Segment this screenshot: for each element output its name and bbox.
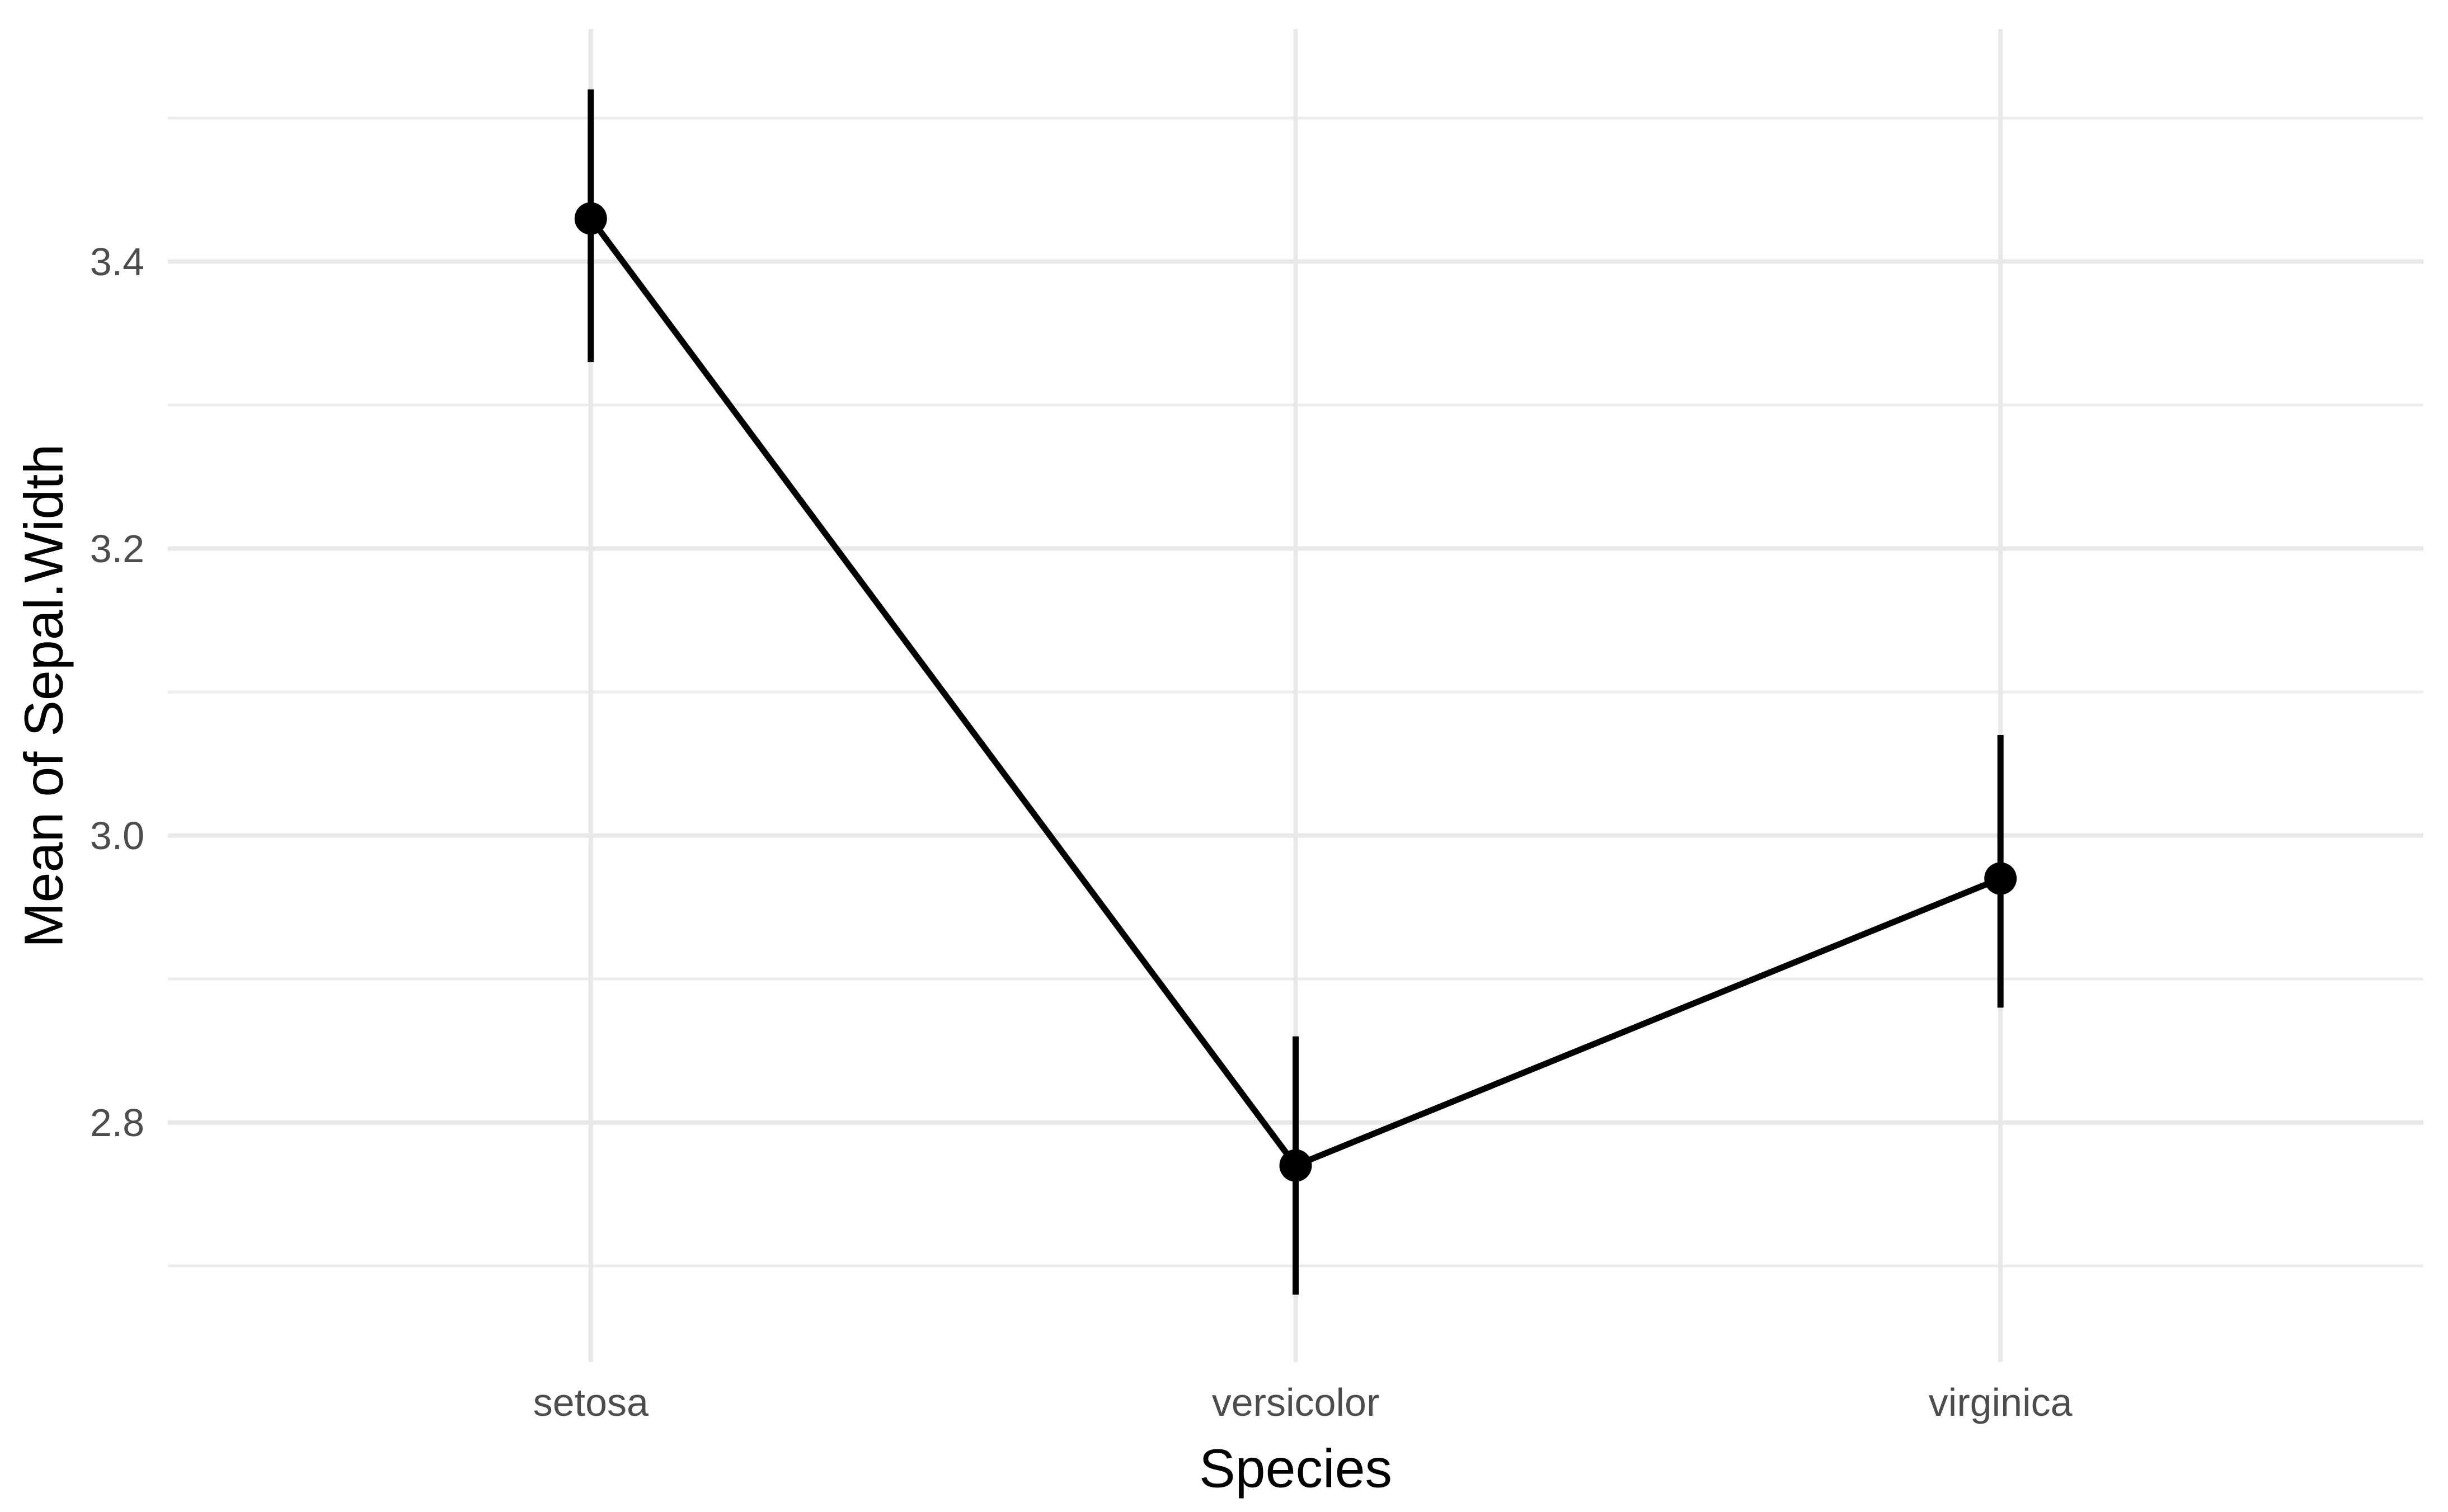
y-tick-label: 3.0	[90, 813, 144, 858]
y-tick-label: 2.8	[90, 1100, 144, 1144]
data-point	[1279, 1149, 1312, 1182]
x-tick-label: virginica	[1928, 1381, 2073, 1424]
y-tick-label: 3.4	[90, 239, 144, 284]
x-axis-title: Species	[1199, 1438, 1393, 1499]
data-point	[574, 202, 607, 235]
y-axis-title: Mean of Sepal.Width	[13, 444, 74, 948]
data-point	[1984, 862, 2017, 895]
x-tick-label: versicolor	[1211, 1381, 1380, 1424]
y-tick-label: 3.2	[90, 526, 144, 571]
x-tick-label: setosa	[533, 1381, 649, 1424]
